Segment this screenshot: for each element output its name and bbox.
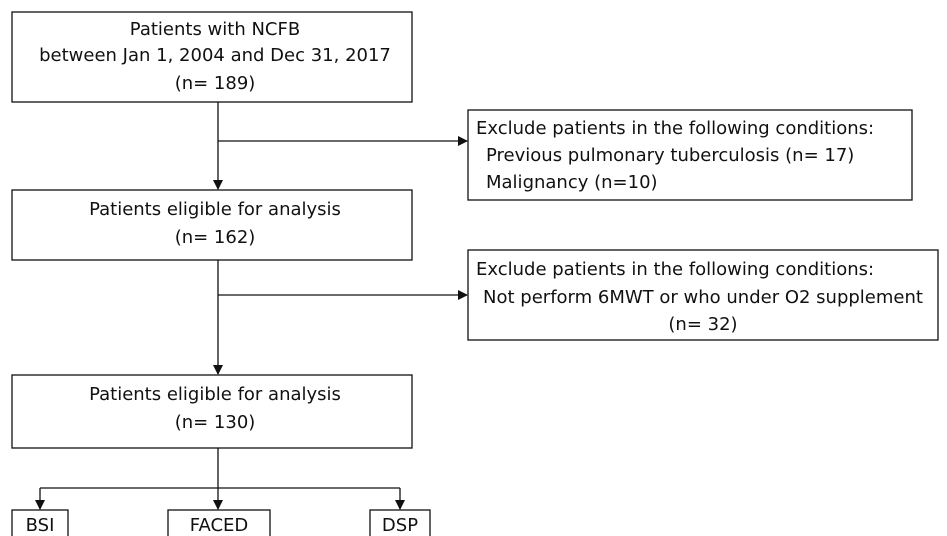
node-text: Previous pulmonary tuberculosis (n= 17) xyxy=(486,145,854,166)
box xyxy=(11,509,69,536)
box xyxy=(11,374,413,449)
box xyxy=(11,11,413,103)
node-text: Exclude patients in the following condit… xyxy=(476,259,874,280)
node-text: Exclude patients in the following condit… xyxy=(476,118,874,139)
node-text: (n= 162) xyxy=(175,227,256,248)
node-text: Patients with NCFB xyxy=(130,19,300,40)
box xyxy=(467,249,939,341)
node-text: DSP xyxy=(382,515,418,536)
node-text: Patients eligible for analysis xyxy=(89,384,341,405)
node-text: FACED xyxy=(190,515,249,536)
node-text: between Jan 1, 2004 and Dec 31, 2017 xyxy=(39,45,391,66)
box xyxy=(167,509,271,536)
box xyxy=(467,109,913,201)
connectors xyxy=(35,102,468,510)
node-text: BSI xyxy=(26,515,55,536)
node-text: (n= 130) xyxy=(175,412,256,433)
node-text: Malignancy (n=10) xyxy=(486,172,658,193)
node-text: Patients eligible for analysis xyxy=(89,199,341,220)
node-text: (n= 189) xyxy=(175,73,256,94)
box xyxy=(369,509,431,536)
box xyxy=(11,189,413,261)
node-text: Not perform 6MWT or who under O2 supplem… xyxy=(483,287,923,308)
node-text: (n= 32) xyxy=(668,314,737,335)
